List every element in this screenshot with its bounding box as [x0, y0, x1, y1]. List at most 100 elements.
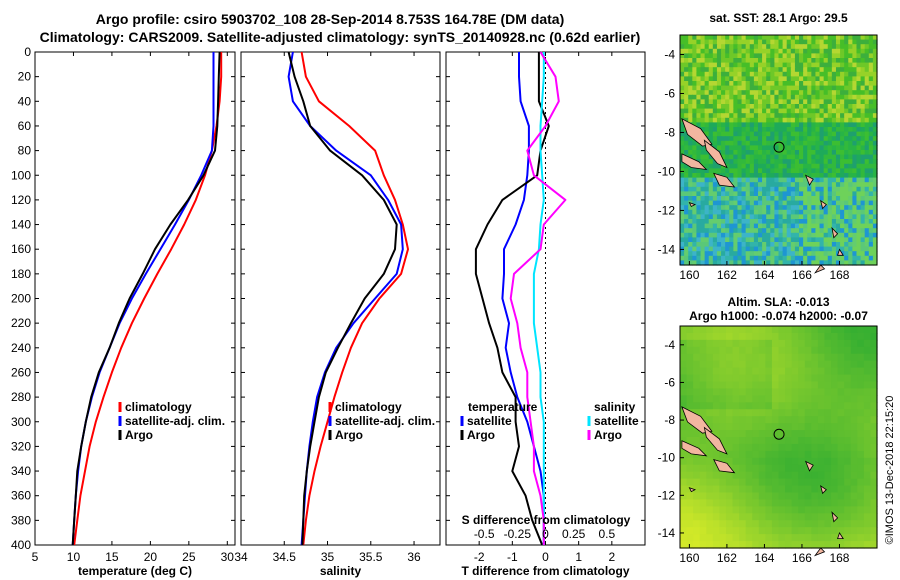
- map-cell: [688, 196, 693, 202]
- map-cell: [729, 58, 734, 64]
- map-cell: [860, 196, 866, 202]
- map-cell: [807, 242, 812, 248]
- map-cell: [831, 177, 837, 183]
- map-cell: [745, 260, 751, 266]
- map-cell: [719, 381, 727, 390]
- map-cell: [804, 506, 812, 514]
- map-cell: [798, 388, 806, 396]
- map-cell: [757, 242, 763, 248]
- island-landmass: [688, 201, 697, 208]
- map-cell: [704, 228, 710, 234]
- map-cell: [786, 90, 792, 96]
- map-cell: [725, 346, 734, 355]
- map-cell: [835, 94, 841, 100]
- map-cell: [823, 81, 829, 87]
- map-cell: [712, 90, 718, 96]
- map-cell: [819, 177, 825, 183]
- map-cell: [831, 35, 837, 41]
- map-cell: [786, 251, 792, 257]
- map-cell: [708, 48, 714, 54]
- map-cell: [791, 332, 799, 341]
- map-cell: [799, 62, 804, 68]
- map-cell: [868, 62, 874, 68]
- temperature-xtick-label: 15: [105, 550, 119, 564]
- map-cell: [856, 214, 862, 220]
- map-cell: [817, 513, 826, 521]
- map-cell: [700, 200, 706, 206]
- map-cell: [844, 205, 849, 211]
- map-cell: [696, 99, 702, 105]
- map-cell: [831, 150, 837, 156]
- map-cell: [725, 85, 730, 91]
- map-cell: [790, 44, 796, 50]
- map-cell: [840, 122, 845, 128]
- map-cell: [753, 145, 759, 151]
- map-cell: [782, 94, 788, 100]
- map-cell: [741, 186, 747, 192]
- map-cell: [870, 450, 878, 459]
- map-cell: [844, 168, 849, 174]
- map-cell: [831, 99, 837, 105]
- map-cell: [848, 168, 853, 174]
- map-cell: [766, 67, 771, 73]
- map-cell: [844, 499, 852, 507]
- map-cell: [863, 464, 872, 473]
- map-cell: [708, 122, 714, 128]
- map-cell: [803, 131, 808, 137]
- map-cell: [688, 81, 693, 87]
- map-cell: [804, 437, 812, 445]
- map-cell: [733, 150, 739, 156]
- map-cell: [863, 326, 872, 334]
- map-cell: [819, 94, 825, 100]
- map-cell: [716, 186, 722, 192]
- map-cell: [762, 71, 767, 77]
- map-cell: [762, 163, 767, 169]
- map-cell: [799, 140, 804, 146]
- map-cell: [844, 159, 849, 165]
- map-cell: [696, 177, 702, 183]
- map-cell: [749, 122, 755, 128]
- map-cell: [791, 402, 799, 410]
- map-cell: [835, 48, 841, 54]
- map-cell: [770, 48, 775, 54]
- map-cell: [823, 131, 829, 137]
- map-cell: [823, 62, 829, 68]
- map-cell: [782, 71, 788, 77]
- map-cell: [857, 471, 865, 480]
- map-cell: [737, 182, 743, 188]
- map-cell: [732, 388, 740, 396]
- map-cell: [753, 108, 759, 114]
- map-cell: [811, 173, 817, 179]
- island-landmass: [804, 460, 814, 472]
- map-cell: [803, 191, 808, 197]
- map-cell: [771, 541, 780, 549]
- map-cell: [868, 122, 874, 128]
- map-cell: [803, 232, 808, 238]
- map-cell: [704, 90, 710, 96]
- map-cell: [848, 71, 853, 77]
- map-cell: [811, 423, 819, 431]
- map-cell: [856, 228, 862, 234]
- map-cell: [799, 260, 804, 266]
- map-cell: [799, 255, 804, 261]
- map-cell: [745, 35, 751, 41]
- map-cell: [864, 255, 870, 261]
- map-cell: [719, 492, 727, 501]
- map-cell: [712, 136, 718, 142]
- map-cell: [815, 232, 821, 238]
- map-cell: [856, 85, 862, 91]
- map-cell: [786, 76, 792, 82]
- map-cell: [864, 136, 870, 142]
- sla_map-frame: [679, 325, 878, 549]
- map-cell: [791, 534, 799, 542]
- map-cell: [753, 223, 759, 229]
- map-cell: [749, 255, 755, 261]
- map-cell: [757, 214, 763, 220]
- map-cell: [704, 76, 710, 82]
- map-cell: [712, 527, 720, 535]
- map-cell: [860, 67, 866, 73]
- map-cell: [762, 81, 767, 87]
- map-cell: [856, 150, 862, 156]
- map-cell: [692, 196, 698, 202]
